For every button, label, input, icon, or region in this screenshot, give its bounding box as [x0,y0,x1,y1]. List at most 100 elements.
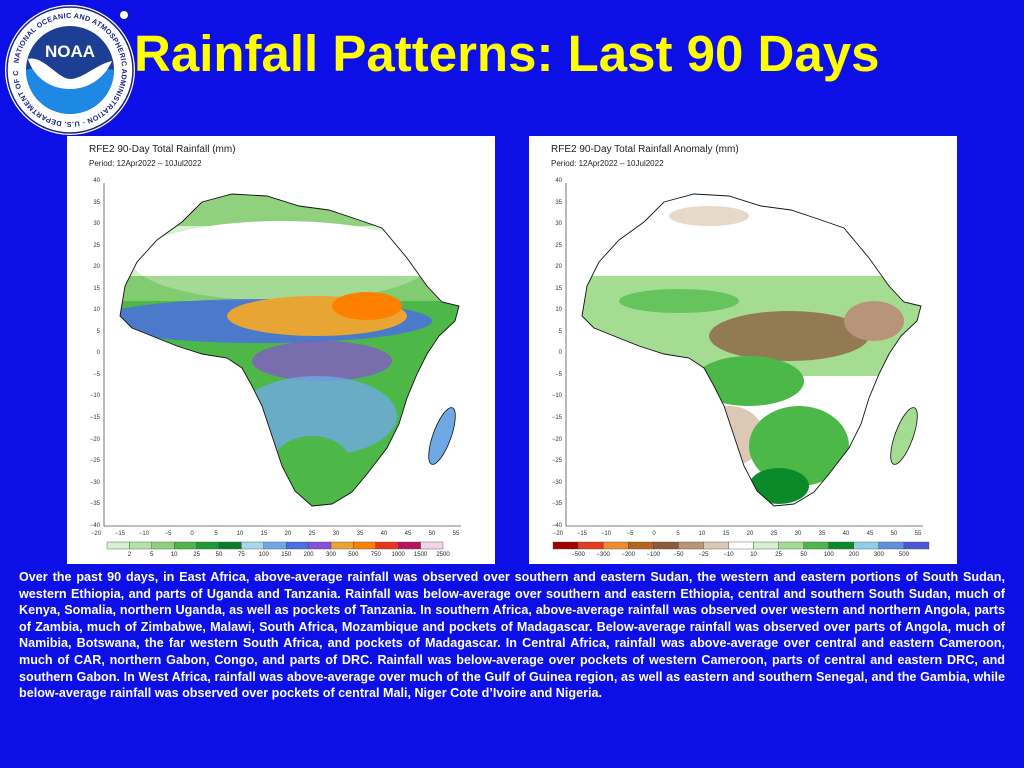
legend-label: 1500 [414,552,428,558]
legend-swatch [552,541,579,550]
lon-tick: 15 [723,531,730,537]
lon-tick: 40 [843,531,850,537]
lon-tick: 50 [891,531,898,537]
legend-label: 300 [874,552,885,558]
lon-tick: −10 [601,531,612,537]
legend-label: 10 [171,552,178,558]
legend-swatch [196,541,220,550]
legend-swatch [653,541,679,550]
lon-tick: 5 [676,531,680,537]
map-period: Period: 12Apr2022 – 10Jul2022 [89,159,202,168]
lat-tick: 0 [97,350,101,356]
rainfall-legend: 2 5 10 25 50 75 100 150 200 300 500 750 1000 1500 2500 [106,541,450,558]
legend-label: −100 [647,552,661,558]
lat-tick: −35 [552,501,563,507]
lat-tick: 5 [97,329,101,335]
lon-tick: 0 [190,531,194,537]
lon-tick: 45 [867,531,874,537]
lon-tick: 55 [453,531,460,537]
summary-text: Over the past 90 days, in East Africa, a… [19,570,1005,701]
lon-tick: 30 [795,531,802,537]
legend-label: 200 [849,552,860,558]
lat-tick: 35 [555,200,562,206]
legend-label: 500 [348,552,359,558]
legend-swatch [703,541,729,550]
lat-tick: 0 [559,350,563,356]
lat-tick: 30 [93,221,100,227]
lat-tick: 35 [93,200,100,206]
legend-label: 50 [216,552,223,558]
lat-tick: −40 [90,523,101,529]
lat-tick: 5 [559,329,563,335]
lat-tick: 25 [555,243,562,249]
lon-tick: −20 [553,531,564,537]
legend-label: 150 [281,552,292,558]
lat-tick: 10 [93,307,100,313]
lat-tick: 15 [93,286,100,292]
legend-label: 200 [304,552,315,558]
legend-swatch [878,541,905,550]
lon-tick: 30 [333,531,340,537]
legend-label: 1000 [392,552,406,558]
lon-tick: −5 [627,531,635,537]
legend-swatch [903,541,930,550]
lon-tick: 15 [261,531,268,537]
lon-tick: 35 [357,531,364,537]
lon-tick: 50 [429,531,436,537]
lat-tick: −30 [90,480,101,486]
legend-label: 75 [238,552,245,558]
lon-tick: 10 [237,531,244,537]
page-title: Rainfall Patterns: Last 90 Days [134,25,880,82]
legend-label: −50 [673,552,684,558]
legend-swatch [263,541,287,550]
legend-swatch [330,541,354,550]
legend-swatch [853,541,880,550]
lat-tick: −15 [90,415,101,421]
legend-swatch [151,541,175,550]
legend-label: 750 [371,552,382,558]
legend-swatch [308,541,332,550]
lat-tick: −5 [93,372,101,378]
lon-tick: 40 [381,531,388,537]
lon-tick: 35 [819,531,826,537]
lat-tick: −25 [90,458,101,464]
legend-swatch [129,541,153,550]
lon-tick: 25 [309,531,316,537]
total-rainfall-map-panel: RFE2 90-Day Total Rainfall (mm) Period: … [67,136,495,564]
legend-swatch [778,541,804,550]
legend-swatch [602,541,629,550]
legend-swatch [241,541,264,550]
lat-tick: 20 [93,264,100,270]
legend-swatch [828,541,855,550]
legend-label: −10 [723,552,734,558]
total-rainfall-map: 40 35 30 25 20 15 10 5 0 −5 −10 −15 −20 … [90,178,461,558]
lon-tick: −5 [165,531,173,537]
legend-swatch [353,541,376,550]
legend-label: 25 [193,552,200,558]
lat-tick: 25 [93,243,100,249]
legend-label: −200 [621,552,635,558]
legend-swatch [420,541,444,550]
legend-swatch [375,541,399,550]
rainfall-anomaly-map: 40 35 30 25 20 15 10 5 0 −5 −10 −15 −20 … [552,178,930,558]
lon-tick: 55 [915,531,922,537]
legend-label: −25 [698,552,709,558]
lon-tick: 5 [214,531,218,537]
legend-label: 300 [326,552,337,558]
logo-text: NOAA [45,42,95,61]
legend-label: −500 [571,552,585,558]
legend-swatch [398,541,421,550]
lat-tick: −15 [552,415,563,421]
lat-tick: −20 [90,437,101,443]
legend-swatch [577,541,604,550]
legend-swatch [218,541,242,550]
map-period: Period: 12Apr2022 – 10Jul2022 [551,159,664,168]
legend-swatch [728,541,754,550]
lon-tick: 45 [405,531,412,537]
lat-tick: −10 [90,393,101,399]
lon-tick: −15 [577,531,588,537]
legend-swatch [106,541,130,550]
legend-swatch [678,541,704,550]
legend-label: 50 [800,552,807,558]
map-title: RFE2 90-Day Total Rainfall (mm) [89,144,236,155]
